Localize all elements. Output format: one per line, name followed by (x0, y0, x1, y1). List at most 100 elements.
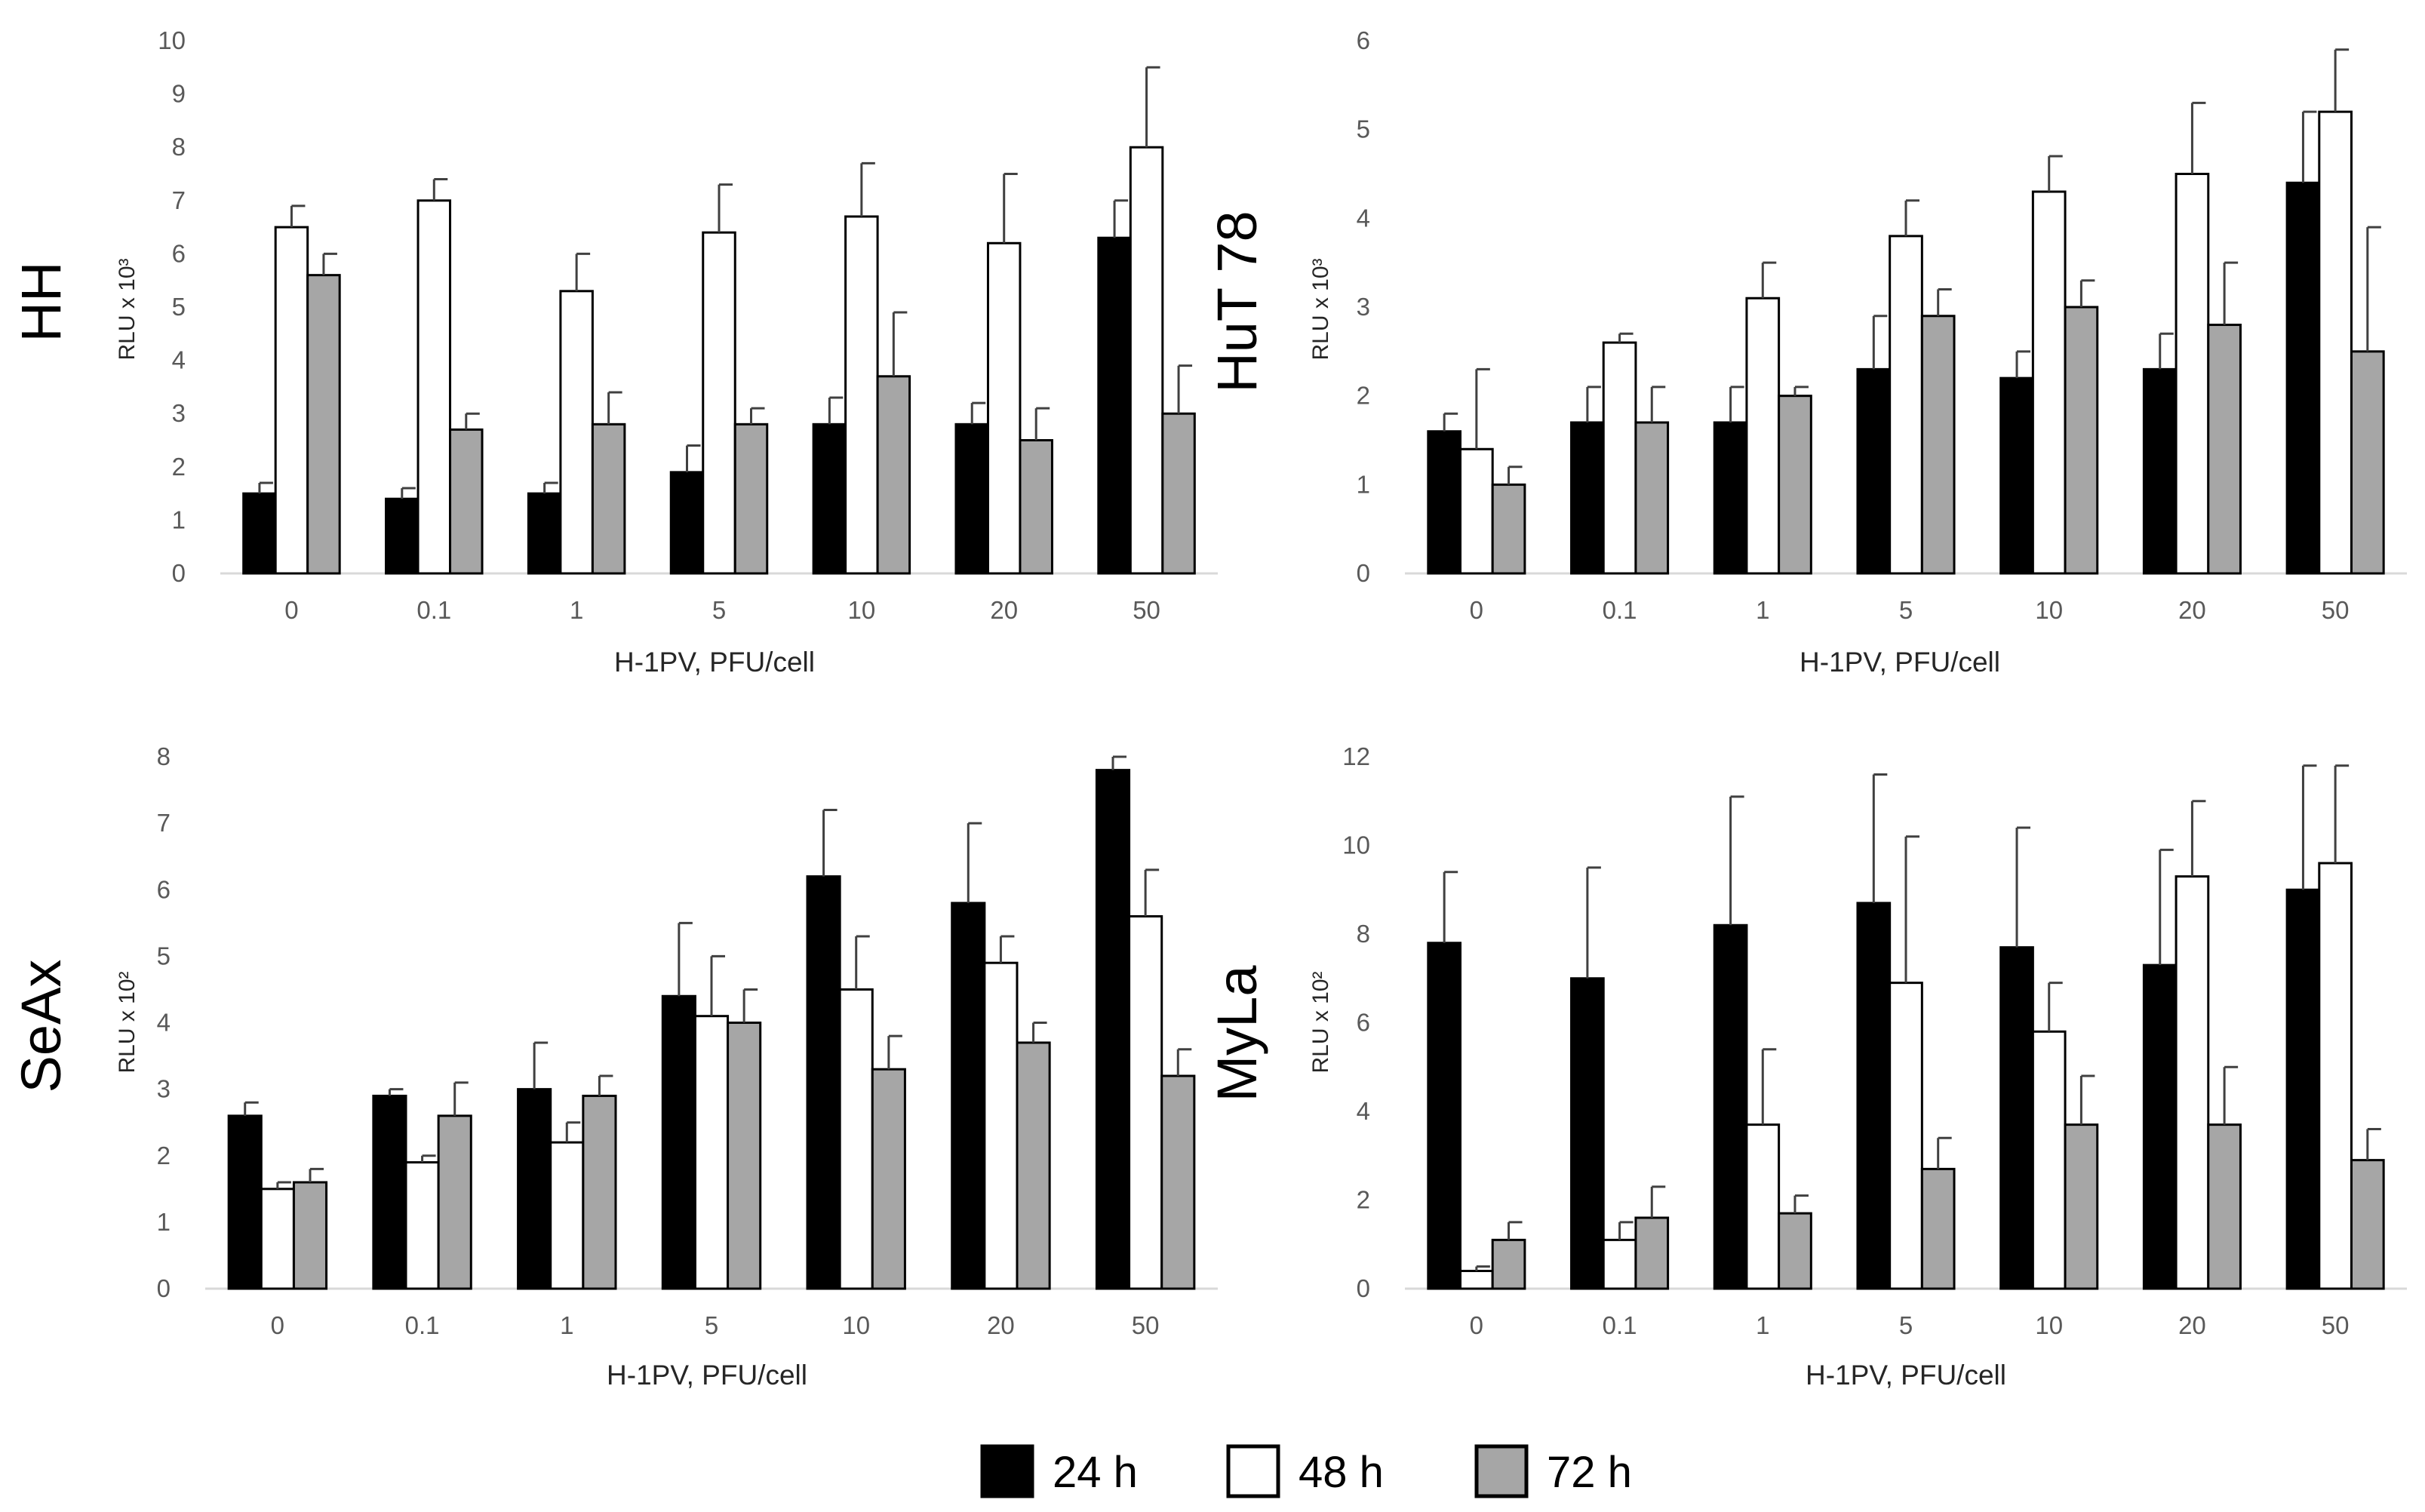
bar-72h (2207, 1123, 2242, 1290)
y-tick-label: 4 (1357, 1097, 1370, 1125)
x-tick-label: 1 (560, 1311, 573, 1339)
x-tick-label: 0.1 (405, 1311, 440, 1339)
panel-label: HuT 78 (1206, 211, 1268, 392)
x-tick-label: 10 (2035, 1311, 2063, 1339)
bar-72h (1161, 412, 1196, 575)
y-tick-label: 0 (172, 559, 186, 587)
bar-48h (559, 290, 594, 575)
bar-24h (1095, 769, 1131, 1290)
y-tick-label: 9 (172, 80, 186, 108)
bar-72h (1920, 315, 1956, 575)
x-tick-label: 0.1 (1603, 1311, 1637, 1339)
bar-24h (2285, 888, 2321, 1290)
bar-48h (404, 1161, 440, 1290)
y-tick-label: 3 (172, 399, 186, 427)
x-tick-label: 5 (712, 596, 726, 624)
y-tick-label: 0 (157, 1274, 171, 1302)
bar-24h (1856, 902, 1892, 1290)
bar-48h (2031, 1030, 2067, 1290)
x-tick-label: 50 (2322, 596, 2350, 624)
bar-24h (1570, 977, 1605, 1290)
bar-24h (812, 423, 847, 575)
bar-24h (2285, 181, 2321, 575)
bar-48h (1602, 341, 1637, 575)
bar-24h (1999, 946, 2034, 1290)
y-tick-label: 1 (157, 1208, 171, 1236)
legend-item-48h: 48 h (1226, 1444, 1384, 1498)
y-tick-label: 4 (172, 346, 186, 374)
y-axis-label: RLU x 10³ (1308, 258, 1333, 360)
bar-72h (2207, 324, 2242, 575)
bar-24h (1570, 421, 1605, 575)
legend-item-24h: 24 h (980, 1444, 1138, 1498)
y-tick-label: 6 (157, 875, 171, 903)
panel-label: MyLa (1206, 965, 1268, 1102)
bar-72h (437, 1114, 472, 1290)
y-axis-label: RLU x 10³ (115, 258, 140, 360)
bar-24h (1856, 367, 1892, 575)
bar-72h (1491, 483, 1526, 575)
x-tick-label: 5 (1899, 1311, 1913, 1339)
bar-48h (1459, 1270, 1494, 1290)
bar-48h (416, 199, 452, 575)
y-tick-label: 5 (1357, 115, 1370, 143)
bar-48h (1129, 146, 1164, 575)
bar-48h (1459, 447, 1494, 575)
bar-24h (527, 492, 562, 575)
x-tick-label: 50 (2322, 1311, 2350, 1339)
bar-24h (372, 1094, 407, 1290)
x-tick-label: 20 (2178, 1311, 2206, 1339)
x-tick-label: 20 (2178, 596, 2206, 624)
bar-72h (2350, 350, 2385, 575)
y-tick-label: 1 (1357, 470, 1370, 498)
bar-24h (2142, 367, 2178, 575)
bar-24h (1713, 923, 1748, 1290)
y-tick-label: 6 (1357, 26, 1370, 54)
panel-label: SeAx (10, 960, 72, 1093)
bar-72h (1019, 439, 1053, 575)
bar-48h (1745, 297, 1781, 575)
bar-24h (951, 902, 986, 1290)
bar-24h (2142, 963, 2178, 1290)
bar-48h (983, 961, 1019, 1290)
bar-72h (591, 423, 626, 575)
bar-72h (2064, 306, 2099, 575)
y-tick-label: 4 (157, 1009, 171, 1037)
x-axis-label: H-1PV, PFU/cell (607, 1360, 807, 1391)
y-tick-label: 4 (1357, 204, 1370, 232)
bar-48h (2318, 110, 2353, 575)
bar-48h (838, 988, 874, 1290)
legend-label-72h: 72 h (1547, 1448, 1632, 1497)
bar-72h (871, 1068, 906, 1290)
x-axis-label: H-1PV, PFU/cell (1800, 647, 2000, 678)
y-tick-label: 0 (1357, 1274, 1370, 1302)
y-tick-label: 5 (172, 293, 186, 321)
y-tick-label: 2 (1357, 1186, 1370, 1214)
bar-24h (517, 1088, 552, 1290)
bar-24h (661, 994, 696, 1290)
bar-48h (2031, 190, 2067, 575)
bar-24h (1427, 942, 1462, 1290)
bar-24h (1999, 376, 2034, 575)
bar-72h (1634, 1216, 1670, 1290)
bar-48h (1128, 915, 1163, 1290)
y-tick-label: 8 (157, 742, 171, 770)
bar-72h (1016, 1041, 1051, 1290)
y-axis-label: RLU x 10² (115, 971, 140, 1073)
bar-72h (733, 423, 769, 575)
x-tick-label: 50 (1133, 596, 1160, 624)
chart-panel-myla: MyLa RLU x 10² H-1PV, PFU/cell 024681012… (1206, 742, 2407, 1391)
chart-panel-seax: SeAx RLU x 10² H-1PV, PFU/cell 0 1 2 3 4 5 6 7 8… (10, 742, 1218, 1391)
bar-48h (2175, 875, 2210, 1290)
y-tick-label: 7 (172, 186, 186, 214)
bar-72h (876, 375, 911, 575)
legend-label-24h: 24 h (1053, 1448, 1138, 1497)
x-tick-label: 5 (1899, 596, 1913, 624)
x-tick-label: 0.1 (416, 596, 451, 624)
bar-72h (582, 1094, 617, 1290)
y-tick-label: 0 (1357, 559, 1370, 587)
y-tick-label: 12 (1342, 742, 1370, 770)
bar-24h (1427, 430, 1462, 575)
bar-24h (242, 492, 277, 575)
y-tick-label: 7 (157, 809, 171, 837)
